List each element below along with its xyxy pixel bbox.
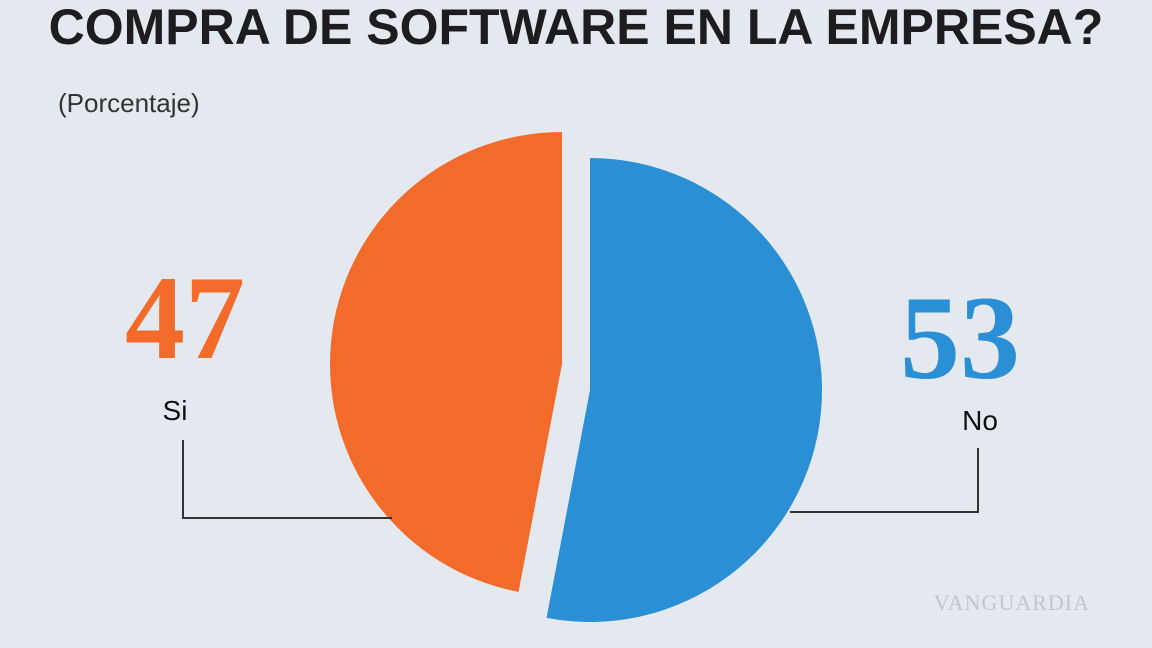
category-label: No xyxy=(962,405,998,436)
watermark: VANGUARDIA xyxy=(934,590,1090,615)
leader-line xyxy=(182,440,392,519)
value-label: 47 xyxy=(125,251,245,384)
pie-slice xyxy=(330,132,562,592)
chart-subtitle: (Porcentaje) xyxy=(58,88,200,118)
category-label: Si xyxy=(163,395,188,426)
chart-title: COMPRA DE SOFTWARE EN LA EMPRESA? xyxy=(49,0,1104,55)
pie-slice xyxy=(546,158,823,622)
leader-line xyxy=(790,448,979,513)
value-label: 53 xyxy=(900,271,1020,404)
